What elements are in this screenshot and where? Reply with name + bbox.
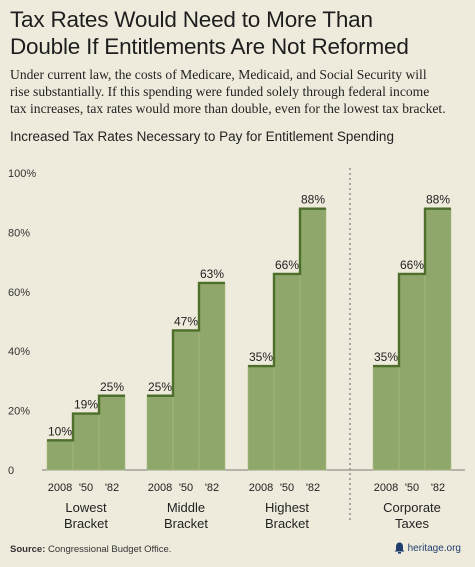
data-label: 10%: [48, 424, 72, 438]
y-tick-label: 0: [8, 465, 14, 477]
y-tick-label: 40%: [8, 346, 30, 358]
chart-title-heading: Tax Rates Would Need to More Than Double…: [10, 6, 470, 60]
step-line-lowest-bracket: [47, 394, 125, 442]
x-tick-label: '82: [431, 482, 445, 494]
data-label: 66%: [400, 258, 424, 272]
step-line-corporate-taxes: [373, 207, 451, 368]
bar-middle-bracket-82: [198, 282, 226, 471]
bar-middle-bracket-2008: [146, 395, 174, 471]
heritage-brand[interactable]: heritage.org: [394, 542, 461, 554]
group-label: Corporate: [383, 500, 441, 515]
bar-lowest-bracket-2008: [46, 439, 74, 471]
y-tick-label: 20%: [8, 406, 30, 418]
x-tick-label: '50: [79, 482, 93, 494]
x-tick-label: '50: [405, 482, 419, 494]
bar-lowest-bracket-82: [98, 395, 126, 471]
source-text: Congressional Budget Office.: [48, 544, 172, 555]
data-label: 25%: [148, 380, 172, 394]
bell-icon: [394, 542, 405, 554]
group-label: Bracket: [265, 516, 309, 531]
x-tick-label: 2008: [148, 482, 172, 494]
y-tick-label: 100%: [8, 168, 36, 180]
y-tick-label: 60%: [8, 287, 30, 299]
group-label: Bracket: [64, 516, 108, 531]
group-label: Bracket: [164, 516, 208, 531]
group-label: Highest: [265, 500, 309, 515]
step-line-middle-bracket: [147, 281, 225, 397]
step-line-highest-bracket: [248, 207, 326, 368]
subtitle-line-2: rise substantially. If this spending wer…: [10, 84, 430, 99]
bar-corporate-taxes-82: [424, 208, 452, 471]
x-tick-label: '82: [105, 482, 119, 494]
title-line-2: Double If Entitlements Are Not Reformed: [10, 34, 409, 59]
data-label: 63%: [200, 267, 224, 281]
bar-corporate-taxes-2008: [372, 365, 400, 471]
subtitle-line-1: Under current law, the costs of Medicare…: [10, 67, 427, 82]
brand-link[interactable]: heritage.org: [407, 542, 461, 554]
x-tick-label: '82: [306, 482, 320, 494]
data-label: 66%: [275, 258, 299, 272]
bar-highest-bracket-82: [299, 208, 327, 471]
subtitle-line-3: tax increases, tax rates would more than…: [10, 101, 446, 116]
group-label: Lowest: [65, 500, 107, 515]
bar-lowest-bracket-50: [72, 413, 100, 471]
x-tick-label: '82: [205, 482, 219, 494]
x-tick-label: '50: [280, 482, 294, 494]
x-tick-label: 2008: [374, 482, 398, 494]
chart-subtitle: Increased Tax Rates Necessary to Pay for…: [10, 129, 394, 144]
data-label: 88%: [301, 193, 325, 207]
data-label: 35%: [374, 350, 398, 364]
data-label: 88%: [426, 193, 450, 207]
x-tick-label: 2008: [249, 482, 273, 494]
x-tick-label: '50: [179, 482, 193, 494]
source-label: Source:: [10, 544, 46, 555]
bar-middle-bracket-50: [172, 330, 200, 471]
data-label: 19%: [74, 398, 98, 412]
source-note: Source: Congressional Budget Office.: [10, 544, 171, 555]
data-label: 25%: [100, 380, 124, 394]
y-tick-label: 80%: [8, 227, 30, 239]
data-label: 35%: [249, 350, 273, 364]
chart-description: Under current law, the costs of Medicare…: [10, 66, 472, 117]
bar-highest-bracket-50: [273, 273, 301, 471]
x-tick-label: 2008: [48, 482, 72, 494]
group-label: Taxes: [395, 516, 429, 531]
bar-highest-bracket-2008: [247, 365, 275, 471]
data-label: 47%: [174, 314, 198, 328]
title-line-1: Tax Rates Would Need to More Than: [10, 7, 373, 32]
group-label: Middle: [167, 500, 205, 515]
bar-corporate-taxes-50: [398, 273, 426, 471]
